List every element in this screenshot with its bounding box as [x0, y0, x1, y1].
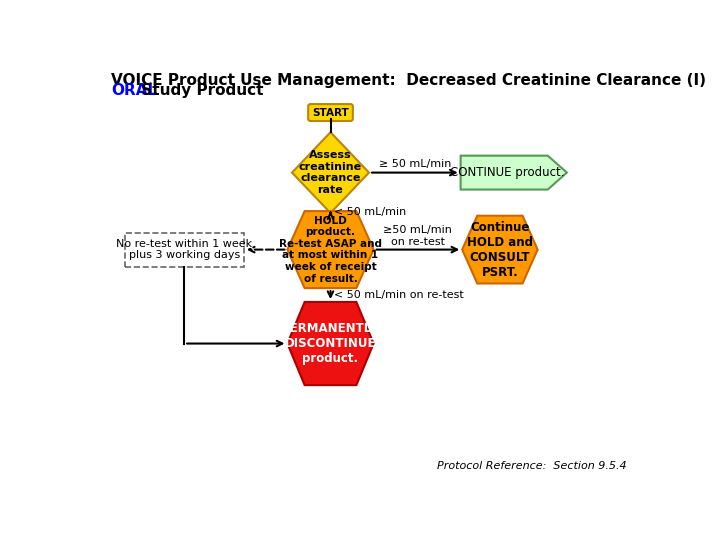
- Text: No re-test within 1 week
plus 3 working days: No re-test within 1 week plus 3 working …: [116, 239, 252, 260]
- Polygon shape: [287, 302, 374, 385]
- Text: ORAL: ORAL: [111, 83, 157, 98]
- Text: Continue
HOLD and
CONSULT
PSRT.: Continue HOLD and CONSULT PSRT.: [467, 221, 533, 279]
- Text: Study Product: Study Product: [137, 83, 264, 98]
- Polygon shape: [292, 132, 369, 213]
- Text: VOICE Product Use Management:  Decreased Creatinine Clearance (I): VOICE Product Use Management: Decreased …: [111, 72, 706, 87]
- Text: Assess
creatinine
clearance
rate: Assess creatinine clearance rate: [299, 150, 362, 195]
- Polygon shape: [287, 211, 374, 288]
- Polygon shape: [462, 215, 538, 284]
- Polygon shape: [461, 156, 567, 190]
- Text: < 50 mL/min: < 50 mL/min: [333, 207, 406, 217]
- Text: < 50 mL/min on re-test: < 50 mL/min on re-test: [333, 290, 464, 300]
- Text: HOLD
product.
Re-test ASAP and
at most within 1
week of receipt
of result.: HOLD product. Re-test ASAP and at most w…: [279, 215, 382, 284]
- Text: PERMANENTLY
DISCONTINUE
product.: PERMANENTLY DISCONTINUE product.: [282, 322, 379, 365]
- Text: ≥50 mL/min
on re-test: ≥50 mL/min on re-test: [384, 225, 452, 247]
- FancyBboxPatch shape: [125, 233, 244, 267]
- Text: Protocol Reference:  Section 9.5.4: Protocol Reference: Section 9.5.4: [437, 461, 627, 471]
- FancyBboxPatch shape: [308, 104, 353, 121]
- Text: CONTINUE product.: CONTINUE product.: [450, 166, 565, 179]
- Text: ≥ 50 mL/min: ≥ 50 mL/min: [379, 159, 451, 168]
- Text: START: START: [312, 107, 349, 118]
